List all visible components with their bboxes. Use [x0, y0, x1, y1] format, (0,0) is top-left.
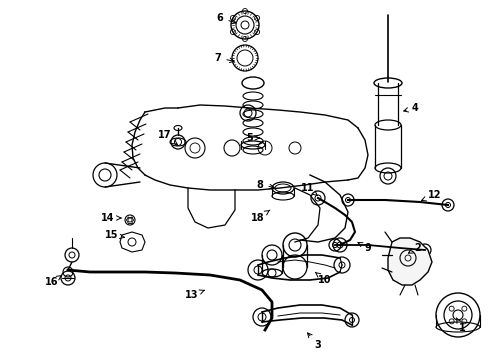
Text: 9: 9 — [358, 243, 371, 253]
Text: 2: 2 — [408, 243, 421, 253]
Text: 12: 12 — [421, 190, 442, 201]
Text: 16: 16 — [45, 275, 62, 287]
Polygon shape — [388, 238, 432, 285]
Text: 5: 5 — [246, 133, 259, 143]
Text: 18: 18 — [251, 210, 270, 223]
Text: 13: 13 — [185, 290, 204, 300]
Text: 3: 3 — [308, 333, 321, 350]
Text: 1: 1 — [457, 318, 465, 333]
Text: 8: 8 — [257, 180, 274, 190]
Text: 14: 14 — [101, 213, 121, 223]
Text: 15: 15 — [105, 230, 124, 240]
Text: 11: 11 — [301, 183, 318, 196]
Text: 6: 6 — [217, 13, 236, 24]
Text: 7: 7 — [215, 53, 234, 63]
Text: 10: 10 — [316, 272, 332, 285]
Text: 4: 4 — [404, 103, 418, 113]
Text: 17: 17 — [158, 130, 177, 144]
